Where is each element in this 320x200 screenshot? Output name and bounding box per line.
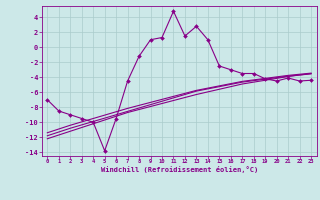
X-axis label: Windchill (Refroidissement éolien,°C): Windchill (Refroidissement éolien,°C) <box>100 166 258 173</box>
